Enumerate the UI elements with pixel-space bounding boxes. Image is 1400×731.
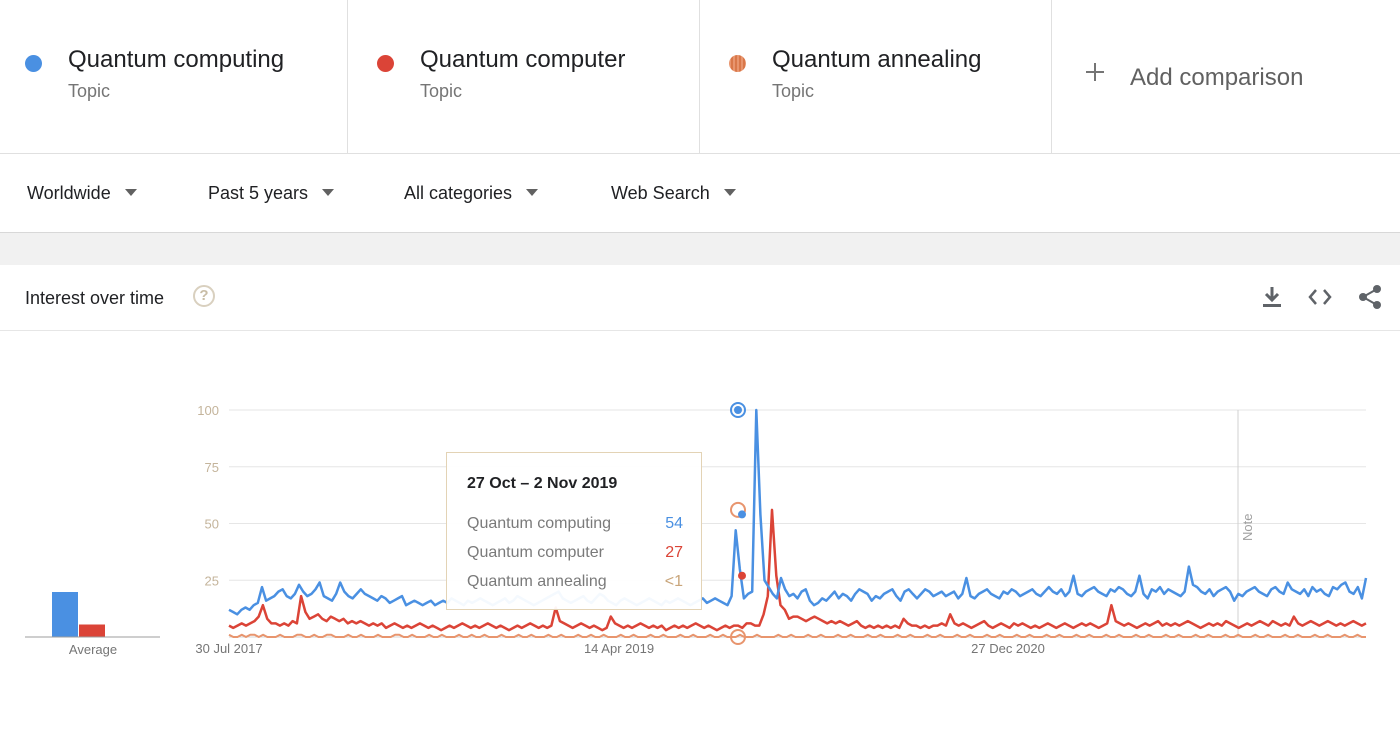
y-tick-label: 50	[205, 517, 219, 532]
y-tick-label: 25	[205, 573, 219, 588]
question-mark-icon[interactable]: ?	[193, 285, 215, 307]
y-axis-labels: 100 75 50 25	[197, 403, 219, 588]
chart-tooltip: 27 Oct – 2 Nov 2019 Quantum computing 54…	[446, 452, 702, 610]
dropdown-caret-icon	[322, 189, 335, 196]
series-line	[228, 633, 1366, 638]
term-card-1[interactable]: Quantum computing Topic	[0, 0, 348, 153]
tooltip-date: 27 Oct – 2 Nov 2019	[467, 475, 618, 492]
card-title: Interest over time	[25, 288, 165, 308]
term-type: Topic	[772, 81, 815, 101]
average-label: Average	[69, 642, 117, 657]
hover-point	[738, 571, 746, 580]
term-card-2[interactable]: Quantum computer Topic	[348, 0, 700, 153]
filter-time-range[interactable]: Past 5 years	[208, 183, 335, 204]
hover-point	[738, 510, 746, 519]
average-bar	[79, 624, 105, 637]
series-color-dot	[25, 55, 42, 72]
filter-category[interactable]: All categories	[404, 183, 539, 204]
x-tick-label: 27 Dec 2020	[971, 641, 1045, 656]
y-tick-label: 100	[197, 403, 219, 418]
tooltip-row: Quantum computing 54	[467, 515, 683, 533]
filter-label: Web Search	[611, 183, 710, 203]
dropdown-caret-icon	[124, 189, 137, 196]
peak-marker	[730, 402, 746, 418]
series-color-dot	[729, 55, 746, 72]
interest-over-time-chart: 100 75 50 25 30 Jul 2017 14 Apr 2019 27 Dec 2…	[25, 402, 1368, 657]
filter-label: All categories	[404, 183, 513, 203]
tooltip-term: Quantum annealing	[467, 573, 607, 590]
add-comparison-label: Add comparison	[1130, 64, 1304, 91]
term-name[interactable]: Quantum computer	[420, 46, 626, 73]
section-divider	[0, 232, 1400, 265]
tooltip-value: <1	[664, 573, 683, 590]
gridlines	[229, 409, 1366, 638]
hover-marker	[730, 501, 746, 518]
hover-marker	[730, 629, 746, 645]
filter-bar: Worldwide Past 5 years All categories We…	[0, 154, 1400, 232]
embed-code-icon[interactable]	[1307, 284, 1333, 310]
x-tick-label: 30 Jul 2017	[195, 641, 262, 656]
tooltip-row: Quantum annealing <1	[467, 573, 683, 591]
tooltip-value: 54	[665, 515, 683, 532]
term-type: Topic	[68, 81, 111, 101]
share-icon[interactable]	[1357, 284, 1383, 310]
note-label[interactable]: Note	[1240, 514, 1255, 541]
tooltip-term: Quantum computer	[467, 544, 604, 561]
hover-markers	[730, 402, 746, 645]
card-header: Interest over time	[0, 264, 1400, 331]
tooltip-value: 27	[665, 544, 683, 561]
filter-label: Worldwide	[27, 183, 111, 203]
filter-label: Past 5 years	[208, 183, 309, 203]
comparison-bar: Quantum computing Topic Quantum computer…	[0, 0, 1400, 154]
term-name[interactable]: Quantum annealing	[772, 46, 982, 73]
series-line	[228, 408, 1368, 616]
series-line	[228, 508, 1367, 632]
x-axis-labels: 30 Jul 2017 14 Apr 2019 27 Dec 2020	[195, 641, 1044, 656]
series-color-dot	[377, 55, 394, 72]
x-tick-label: 14 Apr 2019	[584, 641, 654, 656]
series-lines	[228, 408, 1368, 638]
add-comparison-button[interactable]: Add comparison	[1052, 0, 1400, 153]
filter-location[interactable]: Worldwide	[27, 183, 137, 204]
peak-marker-dot	[734, 406, 742, 414]
term-name[interactable]: Quantum computing	[68, 46, 285, 73]
average-bar	[52, 592, 78, 637]
dropdown-caret-icon	[526, 189, 539, 196]
y-tick-label: 75	[205, 460, 219, 475]
tooltip-row: Quantum computer 27	[467, 544, 683, 562]
average-bars: Average	[25, 592, 160, 657]
term-type: Topic	[420, 81, 463, 101]
dropdown-caret-icon	[723, 189, 736, 196]
download-icon[interactable]	[1259, 284, 1285, 310]
tooltip-term: Quantum computing	[467, 515, 612, 532]
plus-icon	[1085, 62, 1105, 82]
filter-search-type[interactable]: Web Search	[611, 183, 736, 204]
term-card-3[interactable]: Quantum annealing Topic	[700, 0, 1052, 153]
note-marker[interactable]: Note	[1237, 410, 1255, 637]
